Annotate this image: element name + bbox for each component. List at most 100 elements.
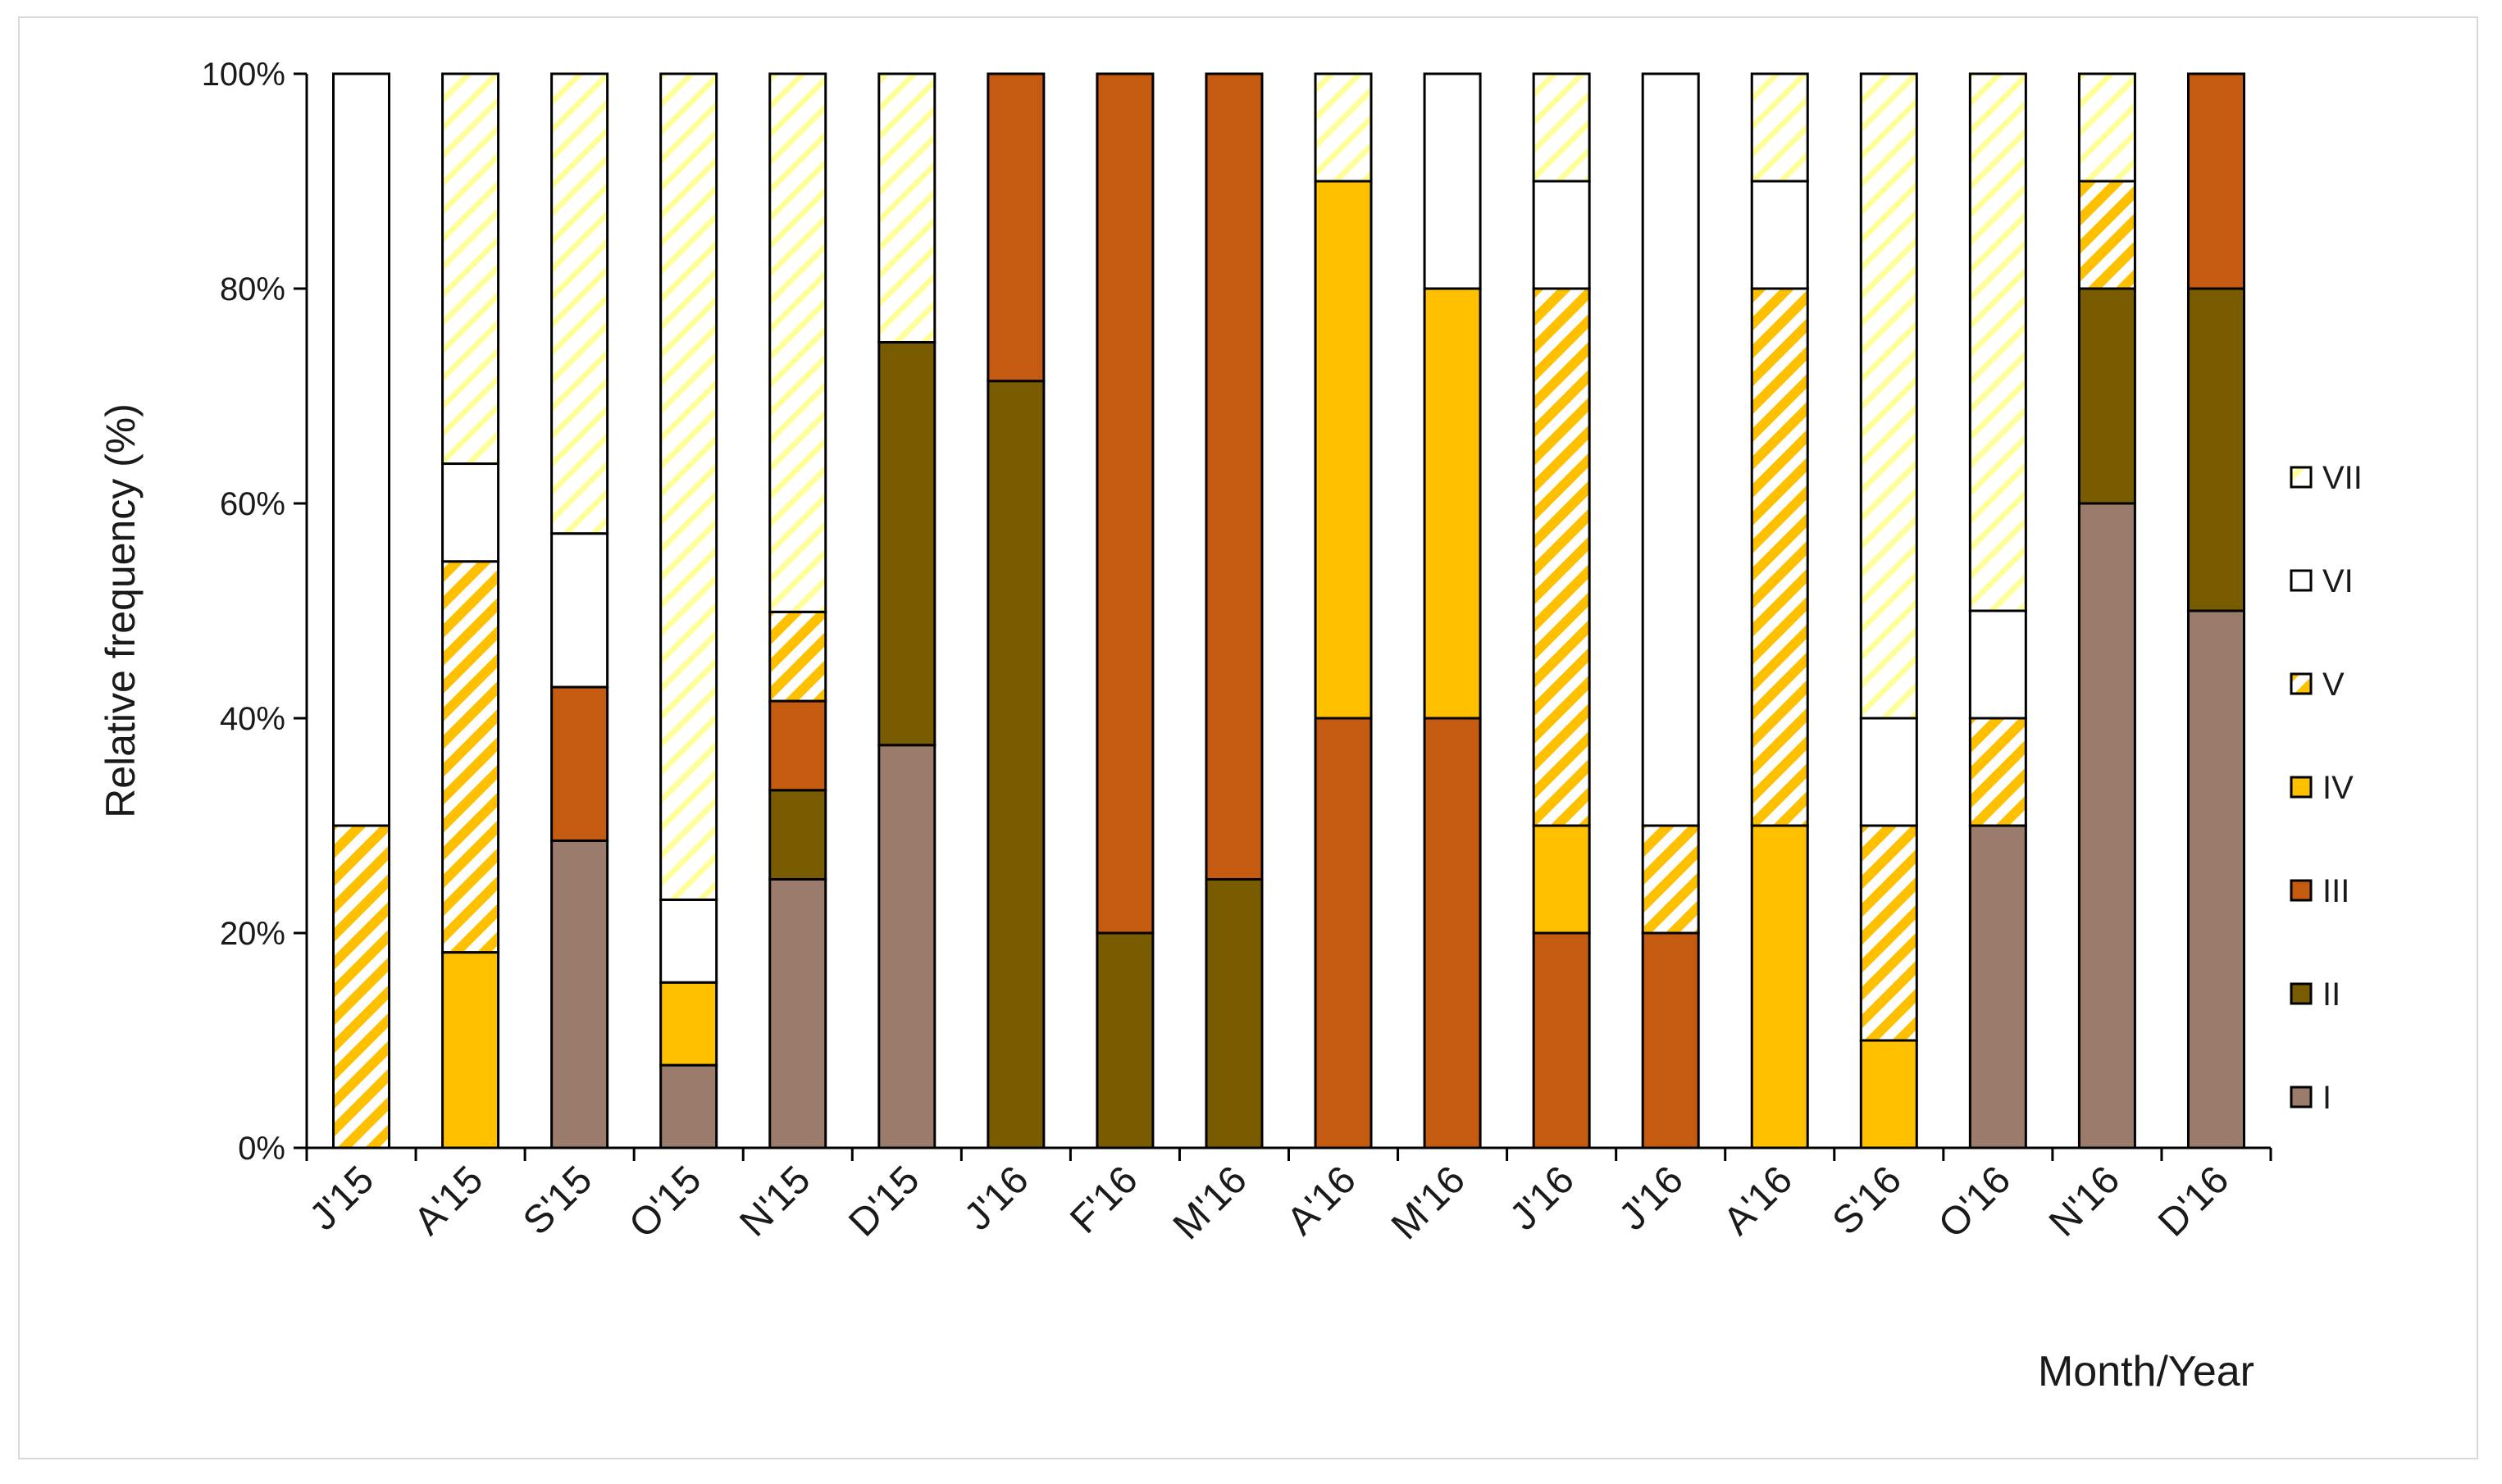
- x-tick-label: S'16: [1825, 1158, 1910, 1243]
- y-tick-label: 100%: [202, 57, 285, 93]
- bar-segment-III-7: [987, 72, 1046, 383]
- x-tick-label: F'16: [1062, 1158, 1146, 1241]
- bar-segment-III-13: [1641, 931, 1700, 1149]
- bar-segment-VII-3: [550, 72, 609, 535]
- legend-swatch-III: [2290, 879, 2313, 902]
- bar-segment-III-3: [550, 685, 609, 842]
- x-axis-title: Month/Year: [2038, 1348, 2254, 1395]
- y-tick-label: 40%: [220, 701, 285, 737]
- bar-segment-II-9: [1205, 878, 1264, 1149]
- bar-segment-IV-4: [659, 981, 718, 1067]
- bar-segment-III-5: [768, 699, 827, 792]
- x-tick-label: O'16: [1930, 1158, 2019, 1246]
- bar-segment-VI-15: [1859, 717, 1918, 827]
- bar-segment-VII-4: [659, 72, 718, 901]
- legend-swatch-VI: [2290, 569, 2313, 592]
- bar-segment-VI-16: [1968, 609, 2027, 720]
- bar-segment-II-6: [877, 341, 937, 747]
- x-tick-label: J'16: [956, 1158, 1037, 1239]
- x-tick-label: D'16: [2150, 1158, 2237, 1245]
- bar-segment-VI-12: [1532, 180, 1591, 290]
- bar-segment-VII-15: [1859, 72, 1918, 720]
- bar-segment-II-17: [2077, 287, 2136, 505]
- legend-swatch-I: [2290, 1086, 2313, 1108]
- bar-segment-V-13: [1641, 824, 1700, 935]
- legend-swatch-II: [2290, 982, 2313, 1005]
- x-tick-label: J'15: [302, 1158, 383, 1239]
- bar-segment-I-3: [550, 839, 609, 1149]
- bar-segment-III-9: [1205, 72, 1264, 881]
- y-tick-label: 20%: [220, 916, 285, 952]
- bar-segment-I-6: [877, 744, 937, 1149]
- x-tick-label: A'16: [1716, 1158, 1801, 1243]
- bar-segment-I-5: [768, 878, 827, 1149]
- y-tick-label: 80%: [220, 271, 285, 307]
- x-tick-label: D'15: [841, 1158, 927, 1245]
- bar-segment-VII-2: [441, 72, 500, 466]
- bar-segment-VII-12: [1532, 72, 1591, 183]
- bar-segment-VI-14: [1750, 180, 1809, 290]
- bar-segment-III-10: [1314, 717, 1373, 1149]
- legend-label-III: III: [2322, 873, 2349, 909]
- x-tick-label: A'16: [1278, 1158, 1364, 1243]
- bar-segment-VII-10: [1314, 72, 1373, 183]
- bar-segment-V-14: [1750, 287, 1809, 827]
- bar-segment-III-18: [2186, 72, 2245, 290]
- bar-segment-VII-5: [768, 72, 827, 613]
- bar-segment-V-5: [768, 610, 827, 703]
- legend-label-I: I: [2322, 1080, 2331, 1116]
- legend-swatch-IV: [2290, 776, 2313, 799]
- legend-swatch-VII: [2290, 466, 2313, 489]
- y-tick-label: 0%: [238, 1131, 285, 1167]
- x-tick-label: O'15: [621, 1158, 709, 1246]
- bar-segment-IV-12: [1532, 824, 1591, 935]
- bar-segment-VI-4: [659, 898, 718, 984]
- bar-segment-VI-3: [550, 532, 609, 689]
- bar-segment-II-5: [768, 789, 827, 881]
- chart-frame: 0% 20% 40% 60% 80% 100% J'15 A'15 S'15 O'15 N'15 D'…: [18, 16, 2478, 1459]
- bar-segment-II-7: [987, 380, 1046, 1149]
- bar-segment-IV-15: [1859, 1039, 1918, 1149]
- bar-segment-I-18: [2186, 609, 2245, 1149]
- y-axis-title: Relative frequency (%): [98, 403, 144, 818]
- bar-segment-VII-14: [1750, 72, 1809, 183]
- x-tick-label: N'15: [731, 1158, 818, 1245]
- bar-segment-V-16: [1968, 717, 2027, 827]
- bar-segment-I-17: [2077, 502, 2136, 1149]
- bar-segment-VII-17: [2077, 72, 2136, 183]
- bar-segment-V-17: [2077, 180, 2136, 290]
- legend-swatch-V: [2290, 672, 2313, 695]
- x-tick-label: N'16: [2041, 1158, 2128, 1245]
- legend-label-VII: VII: [2322, 460, 2363, 496]
- x-tick-label: A'15: [406, 1158, 491, 1243]
- x-tick-label: J'16: [1611, 1158, 1692, 1239]
- bar-segment-II-8: [1096, 931, 1155, 1149]
- bar-segment-VII-6: [877, 72, 937, 344]
- legend-label-IV: IV: [2322, 770, 2354, 806]
- bar-segment-V-15: [1859, 824, 1918, 1042]
- bar-segment-VI-1: [332, 72, 391, 827]
- bar-segment-V-1: [332, 824, 391, 1149]
- bar-segment-I-4: [659, 1063, 718, 1149]
- bar-segment-III-12: [1532, 931, 1591, 1149]
- bar-segment-III-11: [1423, 717, 1482, 1149]
- bar-segment-VII-16: [1968, 72, 2027, 612]
- bar-segment-IV-14: [1750, 824, 1809, 1149]
- x-tick-label: M'16: [1165, 1158, 1256, 1248]
- legend-label-VI: VI: [2322, 563, 2354, 599]
- y-tick-label: 60%: [220, 486, 285, 522]
- bar-segment-IV-2: [441, 951, 500, 1149]
- x-tick-label: S'15: [515, 1158, 600, 1243]
- stacked-bar-chart: 0% 20% 40% 60% 80% 100% J'15 A'15 S'15 O'15 N'15 D'…: [98, 57, 2363, 1395]
- legend-label-V: V: [2322, 667, 2345, 703]
- bar-segment-I-16: [1968, 824, 2027, 1149]
- bar-segment-IV-11: [1423, 287, 1482, 720]
- x-tick-label: M'16: [1383, 1158, 1474, 1248]
- bar-segment-V-12: [1532, 287, 1591, 827]
- bar-segment-VI-13: [1641, 72, 1700, 827]
- bar-segment-VI-2: [441, 462, 500, 563]
- x-tick-label: J'16: [1502, 1158, 1583, 1239]
- bar-segment-IV-10: [1314, 180, 1373, 720]
- bar-segment-III-8: [1096, 72, 1155, 935]
- legend-label-II: II: [2322, 976, 2340, 1013]
